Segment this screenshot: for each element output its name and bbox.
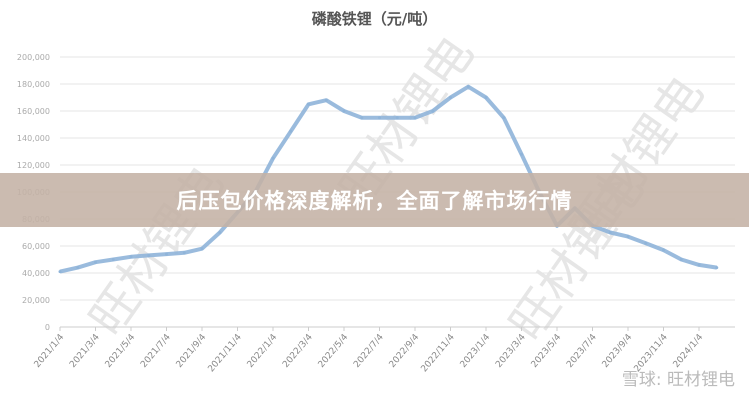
data-point: [395, 116, 399, 120]
x-tick-label: 2022/9/4: [388, 332, 422, 370]
data-point: [94, 260, 97, 264]
data-point: [378, 116, 381, 120]
headline-text: 后压包价格深度解析，全面了解市场行情: [176, 189, 573, 213]
x-tick-label: 2021/7/4: [139, 332, 173, 370]
data-point: [644, 241, 648, 245]
data-point: [431, 109, 435, 113]
data-point: [520, 152, 523, 156]
x-tick-label: 2023/7/4: [565, 332, 599, 370]
data-point: [342, 109, 346, 113]
x-tick-label: 2021/11/4: [206, 332, 243, 374]
data-point: [449, 96, 452, 99]
data-point: [58, 270, 62, 274]
data-point: [289, 129, 293, 133]
x-tick-label: 2021/1/4: [33, 332, 67, 370]
y-tick-label: 40,000: [22, 269, 50, 278]
data-point: [413, 116, 417, 120]
x-tick-label: 2022/3/4: [281, 332, 315, 370]
data-point: [165, 252, 168, 256]
y-tick-label: 120,000: [17, 161, 50, 170]
data-point: [662, 248, 665, 252]
data-point: [76, 266, 80, 270]
y-tick-label: 160,000: [17, 107, 50, 116]
data-point: [679, 258, 683, 261]
y-tick-label: 200,000: [17, 53, 50, 62]
y-tick-label: 0: [45, 323, 50, 332]
x-tick-label: 2022/1/4: [246, 332, 280, 370]
data-point: [307, 102, 310, 106]
x-tick-label: 2021/9/4: [175, 332, 209, 370]
data-point: [218, 231, 222, 234]
y-tick-label: 20,000: [22, 296, 50, 305]
data-point: [324, 98, 328, 102]
data-point: [147, 253, 151, 257]
x-tick-label: 2022/5/4: [317, 332, 351, 370]
x-tick-label: 2021/3/4: [68, 332, 102, 370]
data-point: [360, 116, 364, 120]
data-point: [484, 96, 488, 99]
data-point: [182, 251, 186, 255]
x-tick-label: 2022/11/4: [419, 332, 456, 374]
data-point: [129, 255, 133, 259]
y-tick-label: 180,000: [17, 80, 50, 89]
data-point: [697, 263, 701, 267]
data-point: [271, 156, 275, 160]
data-point: [626, 235, 630, 239]
series-line: [59, 84, 718, 274]
headline-banner: 后压包价格深度解析，全面了解市场行情: [0, 173, 749, 227]
data-point: [502, 116, 506, 120]
data-point: [466, 85, 470, 89]
x-tick-label: 2023/3/4: [494, 332, 528, 370]
data-point: [111, 258, 115, 261]
x-tick-label: 2022/7/4: [352, 332, 386, 370]
chart-title: 磷酸铁锂（元/吨）: [311, 10, 438, 28]
y-tick-label: 60,000: [22, 242, 50, 251]
x-tick-label: 2023/1/4: [459, 332, 493, 370]
watermark-credit: 雪球: 旺材锂电: [621, 370, 735, 390]
data-point: [608, 231, 612, 234]
data-point: [715, 266, 719, 270]
y-tick-label: 140,000: [17, 134, 50, 143]
data-point: [200, 247, 204, 251]
